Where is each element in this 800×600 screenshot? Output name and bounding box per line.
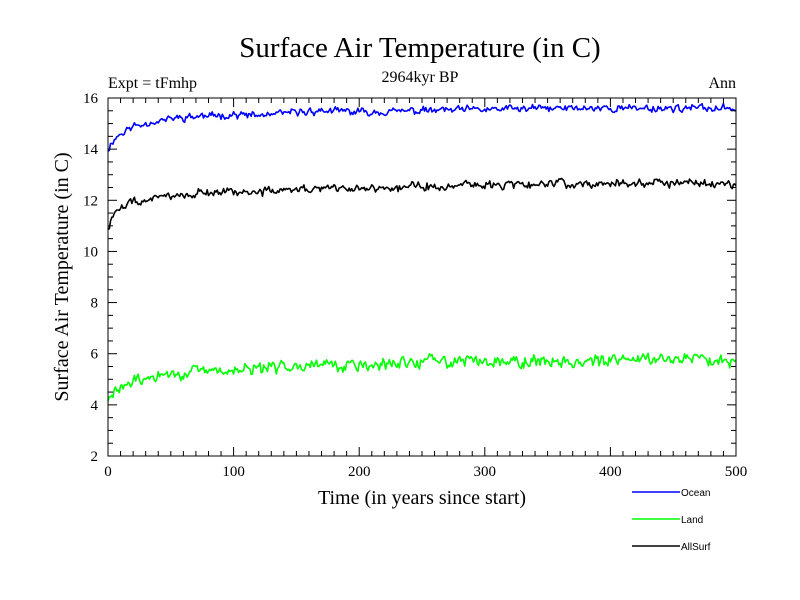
y-tick-label: 16 bbox=[83, 91, 99, 107]
plot-frame bbox=[107, 97, 737, 457]
x-tick-label: 100 bbox=[222, 464, 245, 480]
series-line-allsurf bbox=[107, 177, 737, 231]
y-tick-label: 8 bbox=[91, 296, 99, 312]
legend-label-land: Land bbox=[681, 515, 703, 526]
y-tick-label: 4 bbox=[91, 398, 99, 414]
axes bbox=[107, 97, 737, 457]
y-tick-label: 2 bbox=[91, 449, 99, 465]
legend: Ocean Land AllSurf bbox=[632, 488, 711, 553]
y-tick-label: 14 bbox=[83, 142, 99, 158]
y-tick-label: 12 bbox=[83, 193, 98, 209]
legend-label-allsurf: AllSurf bbox=[681, 542, 711, 553]
y-tick-label: 6 bbox=[91, 347, 99, 363]
experiment-label: Expt = tFmhp bbox=[108, 75, 197, 92]
x-tick-label: 300 bbox=[474, 464, 497, 480]
data-lines bbox=[107, 102, 737, 402]
chart-subtitle: 2964kyr BP bbox=[382, 69, 459, 86]
series-line-ocean bbox=[107, 102, 737, 152]
season-label: Ann bbox=[708, 75, 736, 92]
y-tick-label: 10 bbox=[83, 244, 98, 260]
y-axis-label: Surface Air Temperature (in C) bbox=[51, 152, 73, 401]
x-axis-label: Time (in years since start) bbox=[318, 487, 526, 509]
axis-ticks: 0 100 200 300 400 500 2 4 6 8 10 12 14 16 bbox=[83, 91, 747, 480]
x-tick-label: 200 bbox=[348, 464, 371, 480]
x-tick-label: 0 bbox=[104, 464, 112, 480]
series-line-land bbox=[107, 352, 737, 402]
x-tick-label: 400 bbox=[599, 464, 622, 480]
legend-label-ocean: Ocean bbox=[681, 488, 710, 499]
chart-title: Surface Air Temperature (in C) bbox=[239, 32, 600, 64]
x-tick-label: 500 bbox=[725, 464, 748, 480]
